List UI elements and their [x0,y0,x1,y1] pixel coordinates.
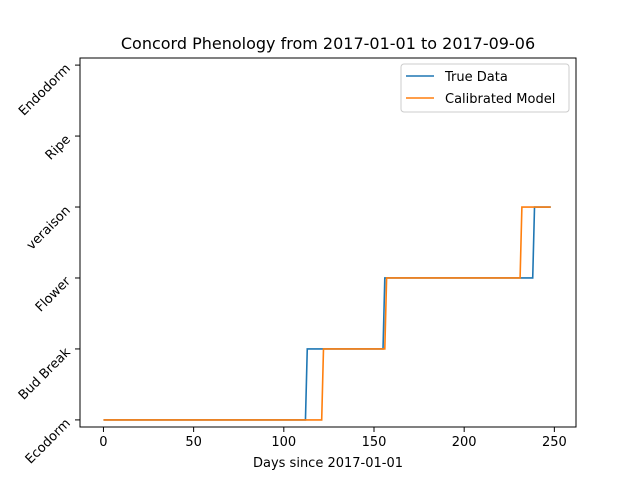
x-tick-label: 200 [452,435,477,450]
chart-title: Concord Phenology from 2017-01-01 to 201… [121,34,535,53]
y-tick-label: veraison [24,203,74,253]
y-tick-label: Bud Break [16,345,74,403]
y-tick-label: Endodorm [16,61,74,119]
series-line-calibrated-model [103,206,551,421]
legend-label: True Data [444,70,508,85]
x-tick-label: 150 [362,435,387,450]
plot-area [80,58,576,427]
x-tick-label: 250 [542,435,567,450]
legend: True Data Calibrated Model [400,63,570,113]
y-tick-label: Flower [33,274,74,315]
series-line-true-data [103,206,551,421]
legend-label: Calibrated Model [445,92,555,107]
y-tick-label: Ecodorm [23,416,74,467]
legend-box [400,63,570,113]
x-tick-label: 100 [271,435,296,450]
x-axis-label: Days since 2017-01-01 [253,456,403,471]
x-tick-label: 50 [185,435,202,450]
plot-frame [79,57,577,428]
x-tick-label: 0 [99,435,107,450]
y-tick-label: Ripe [43,132,74,163]
